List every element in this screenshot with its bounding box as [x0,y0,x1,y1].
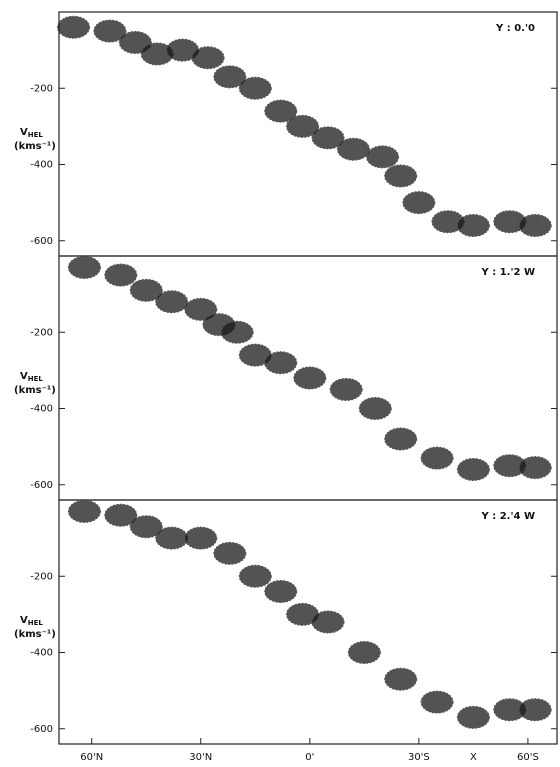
y-tick-label: -400 [30,404,53,415]
x-tick-label: 30'S [408,752,430,763]
emission-clump [518,456,552,480]
emission-clump [311,610,345,634]
y-tick-label: -200 [30,83,53,94]
emission-clump [129,278,163,302]
y-axis-label-sub: HEL [28,375,44,383]
emission-clump [184,526,218,550]
emission-clump [366,145,400,169]
emission-clump [293,366,327,390]
emission-clump [358,397,392,420]
x-tick-label: 0' [305,752,314,763]
y-tick-label: -200 [30,327,53,338]
y-tick-label: -200 [30,571,53,582]
y-axis-label-sub: HEL [28,131,44,139]
emission-clump [191,46,225,70]
emission-clump [456,214,490,237]
emission-clump [118,31,152,54]
y-tick-label: -400 [30,160,53,171]
emission-clump [518,214,552,237]
emission-clump [402,191,436,215]
y-axis-label-sub: HEL [28,619,44,627]
emission-clump [286,114,320,138]
emission-clump [129,515,163,539]
emission-clump [155,290,189,314]
x-tick-label: 30'N [189,752,212,763]
emission-clump [264,99,298,123]
emission-clump [238,76,272,100]
emission-clump [220,320,254,344]
emission-clump [155,526,189,550]
emission-clump [264,351,298,375]
panel-frame [58,499,558,745]
emission-clump [104,263,138,287]
emission-clump [264,580,298,603]
emission-clump [104,503,138,527]
emission-clump [184,297,218,321]
emission-clump [67,255,101,279]
y-axis-unit: (kms⁻¹) [14,629,56,640]
y-axis-label: VHEL [20,615,43,627]
emission-clump [93,19,127,43]
emission-clump [329,377,363,401]
emission-clump [336,137,370,161]
emission-clump [518,698,552,722]
y-axis-unit: (kms⁻¹) [14,141,56,152]
emission-clump [311,126,345,150]
emission-clump [384,667,418,691]
panel-label: Y : 0.'0 [495,23,535,34]
y-axis-label-main: V [20,371,28,382]
emission-clump [347,641,381,664]
x-tick-label: 60'S [517,752,539,763]
y-axis-unit: (kms⁻¹) [14,385,56,396]
y-tick-label: -600 [30,236,53,247]
panel-label: Y : 2.'4 W [481,511,536,522]
emission-clump [67,499,101,523]
x-tick-label: 60'N [80,752,103,763]
emission-clump [420,690,454,714]
y-tick-label: -600 [30,724,53,735]
emission-clump [57,15,91,39]
y-axis-label-main: V [20,127,28,138]
emission-clump [384,164,418,188]
y-axis-label-main: V [20,615,28,626]
x-axis-label: X [470,752,477,763]
emission-clump [213,65,247,89]
panel-label: Y : 1.'2 W [481,267,536,278]
emission-clump [238,564,272,588]
emission-clump [213,541,247,565]
emission-clump [456,458,490,481]
emission-clump [384,427,418,451]
y-axis-label: VHEL [20,371,43,383]
emission-clump [420,446,454,470]
y-axis-label: VHEL [20,127,43,139]
y-tick-label: -400 [30,648,53,659]
y-tick-label: -600 [30,480,53,491]
emission-clump [456,705,490,729]
